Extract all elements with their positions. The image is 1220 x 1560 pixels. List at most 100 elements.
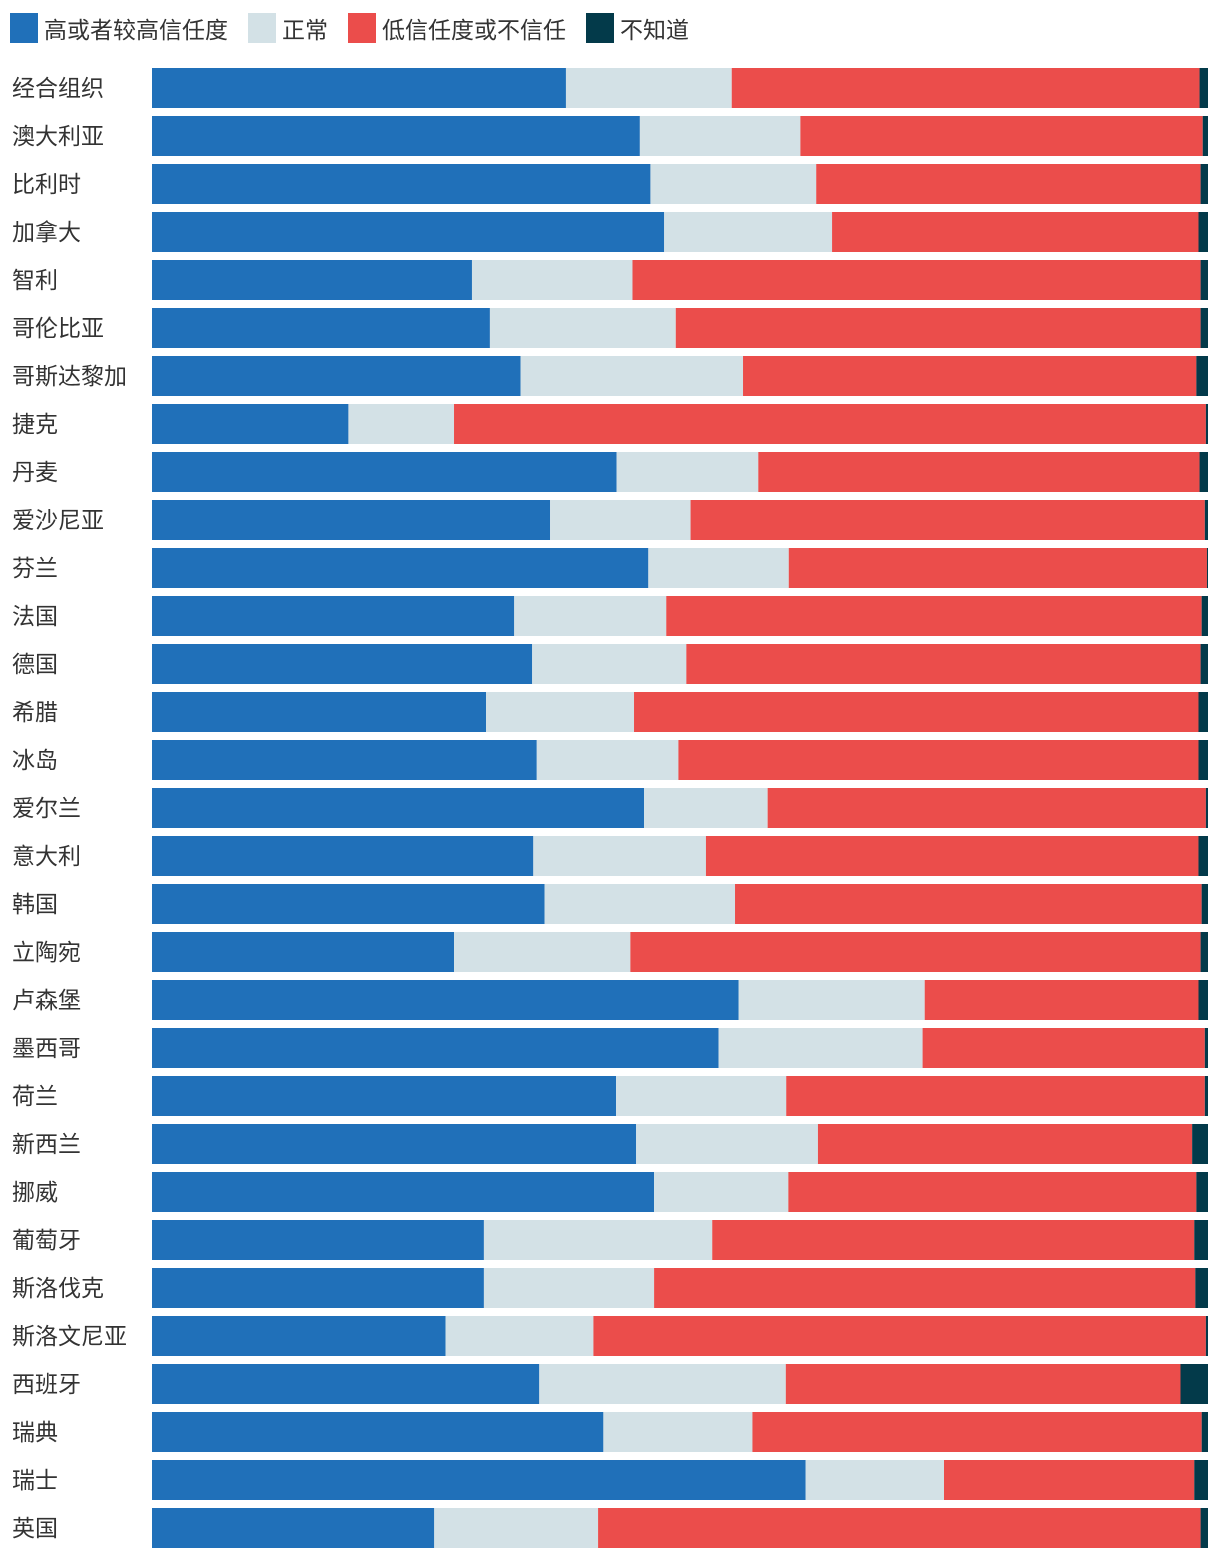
legend-swatch-2 xyxy=(348,13,376,43)
bar-segment-series-3 xyxy=(1202,116,1208,156)
bar-segment-series-2 xyxy=(944,1460,1195,1500)
bar-segment-series-0 xyxy=(152,1028,719,1068)
bar-row: 法国 xyxy=(12,596,1208,636)
bar-segment-series-0 xyxy=(152,1268,484,1308)
bar-row: 韩国 xyxy=(12,884,1208,924)
bar-segment-series-0 xyxy=(152,788,645,828)
bar-segment-series-0 xyxy=(152,1076,617,1116)
bar-segment-series-3 xyxy=(1200,644,1208,684)
category-label: 加拿大 xyxy=(12,219,81,246)
bar-segment-series-0 xyxy=(152,212,665,252)
bar-segment-series-3 xyxy=(1180,1364,1208,1404)
bar-segment-series-3 xyxy=(1200,260,1208,300)
bar-segment-series-3 xyxy=(1200,164,1208,204)
legend-label-0: 高或者较高信任度 xyxy=(44,18,228,44)
bar-segment-series-2 xyxy=(690,500,1205,540)
bar-segment-series-1 xyxy=(539,1364,786,1404)
bar-row: 荷兰 xyxy=(12,1076,1208,1116)
bar-segment-series-2 xyxy=(758,452,1200,492)
bar-segment-series-1 xyxy=(654,1172,789,1212)
category-label: 法国 xyxy=(12,604,58,630)
bar-segment-series-1 xyxy=(533,836,706,876)
category-label: 哥斯达黎加 xyxy=(12,364,127,390)
bar-segment-series-2 xyxy=(666,596,1202,636)
bar-segment-series-3 xyxy=(1200,308,1208,348)
bar-segment-series-1 xyxy=(536,740,679,780)
bar-segment-series-3 xyxy=(1200,932,1208,972)
bar-row: 斯洛伐克 xyxy=(12,1268,1208,1308)
bar-row: 希腊 xyxy=(12,692,1208,732)
bar-segment-series-2 xyxy=(788,1172,1197,1212)
bar-segment-series-0 xyxy=(152,1460,806,1500)
bar-segment-series-3 xyxy=(1198,740,1208,780)
category-label: 斯洛文尼亚 xyxy=(12,1324,127,1350)
bar-segment-series-3 xyxy=(1204,1028,1208,1068)
bar-segment-series-3 xyxy=(1198,836,1208,876)
bar-segment-series-1 xyxy=(636,1124,818,1164)
category-label: 智利 xyxy=(12,268,58,294)
category-label: 经合组织 xyxy=(12,76,104,102)
bar-row: 捷克 xyxy=(12,404,1208,444)
bar-row: 立陶宛 xyxy=(12,932,1208,972)
bar-segment-series-3 xyxy=(1199,68,1208,108)
bar-segment-series-2 xyxy=(712,1220,1195,1260)
bar-row: 哥伦比亚 xyxy=(12,308,1208,348)
bar-segment-series-0 xyxy=(152,548,649,588)
bar-segment-series-2 xyxy=(632,260,1201,300)
bar-segment-series-2 xyxy=(752,1412,1202,1452)
bar-segment-series-2 xyxy=(788,548,1207,588)
bar-segment-series-3 xyxy=(1205,404,1208,444)
bar-segment-series-1 xyxy=(348,404,455,444)
category-label: 捷克 xyxy=(12,412,58,438)
bar-segment-series-2 xyxy=(743,356,1197,396)
category-label: 新西兰 xyxy=(12,1132,81,1158)
bar-segment-series-0 xyxy=(152,1124,637,1164)
bar-segment-series-0 xyxy=(152,644,533,684)
bar-segment-series-1 xyxy=(664,212,833,252)
category-label: 瑞典 xyxy=(12,1420,58,1446)
bar-row: 英国 xyxy=(12,1508,1208,1548)
category-label: 德国 xyxy=(12,652,58,678)
category-label: 丹麦 xyxy=(12,460,58,486)
category-label: 比利时 xyxy=(12,172,81,198)
legend-swatch-0 xyxy=(10,13,38,43)
bar-row: 墨西哥 xyxy=(12,1028,1208,1068)
bar-segment-series-2 xyxy=(832,212,1199,252)
bar-segment-series-3 xyxy=(1194,1460,1208,1500)
bar-segment-series-2 xyxy=(630,932,1201,972)
bar-segment-series-2 xyxy=(767,788,1206,828)
category-label: 哥伦比亚 xyxy=(12,316,104,342)
bar-segment-series-1 xyxy=(483,1220,713,1260)
bar-segment-series-1 xyxy=(603,1412,753,1452)
category-label: 卢森堡 xyxy=(12,988,81,1014)
bar-segment-series-0 xyxy=(152,1172,655,1212)
bar-segment-series-0 xyxy=(152,452,617,492)
category-label: 立陶宛 xyxy=(12,940,81,966)
bar-row: 卢森堡 xyxy=(12,980,1208,1020)
legend-item-1: 正常 xyxy=(248,11,328,45)
bar-segment-series-1 xyxy=(483,1268,655,1308)
bar-segment-series-3 xyxy=(1201,596,1208,636)
legend-swatch-1 xyxy=(248,13,276,43)
category-label: 挪威 xyxy=(12,1180,58,1206)
bar-segment-series-1 xyxy=(644,788,768,828)
bar-segment-series-0 xyxy=(152,980,739,1020)
bar-row: 斯洛文尼亚 xyxy=(12,1316,1208,1356)
bar-segment-series-1 xyxy=(520,356,744,396)
bar-row: 爱沙尼亚 xyxy=(12,500,1208,540)
bar-segment-series-0 xyxy=(152,500,551,540)
bar-segment-series-2 xyxy=(678,740,1199,780)
legend-label-1: 正常 xyxy=(282,18,328,44)
legend-item-2: 低信任度或不信任 xyxy=(348,11,566,45)
bar-segment-series-3 xyxy=(1205,788,1208,828)
legend-swatch-3 xyxy=(586,13,614,43)
legend-item-3: 不知道 xyxy=(586,11,689,45)
category-label: 荷兰 xyxy=(12,1084,58,1110)
category-label: 墨西哥 xyxy=(12,1036,81,1062)
bar-row: 挪威 xyxy=(12,1172,1208,1212)
bar-segment-series-1 xyxy=(514,596,667,636)
bar-segment-series-2 xyxy=(731,68,1200,108)
bar-segment-series-0 xyxy=(152,1364,540,1404)
bar-row: 爱尔兰 xyxy=(12,788,1208,828)
